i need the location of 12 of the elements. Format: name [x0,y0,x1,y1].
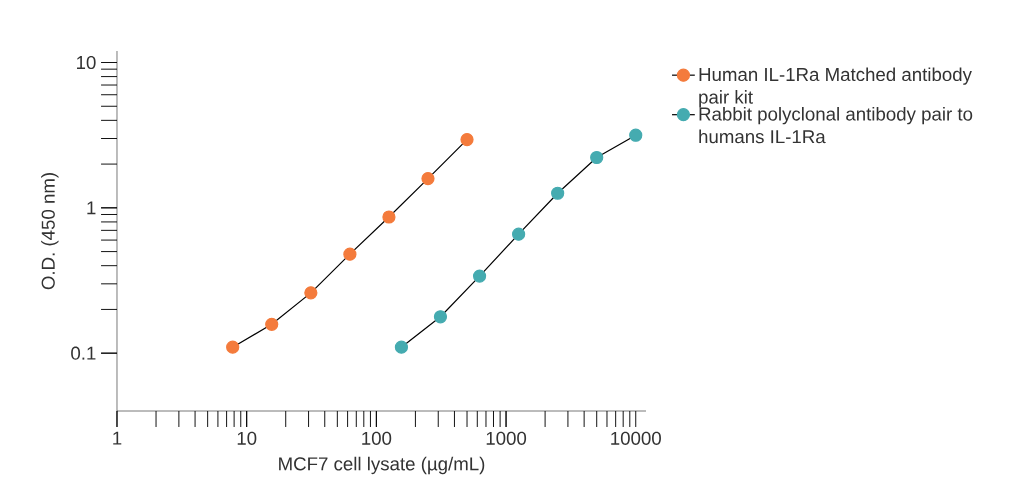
y-axis-title: O.D. (450 nm) [41,173,59,290]
x-tick-label: 100 [362,431,392,445]
x-tick-label: 1000 [486,431,527,445]
y-tick-label: 0.1 [71,346,96,360]
y-tick-label: 10 [77,55,96,70]
legend-label: Rabbit polyclonal antibody pair to humans IL-1Ra [699,106,973,144]
x-tick-label: 1 [113,431,122,445]
legend-label: Human IL-1Ra Matched antibody pair kit [699,67,972,108]
x-tick-label: 10 [237,431,257,445]
x-tick-label: 10000 [611,431,661,445]
y-tick-label: 1 [87,201,96,215]
x-axis-title: MCF7 cell lysate (µg/mL) [279,456,485,475]
